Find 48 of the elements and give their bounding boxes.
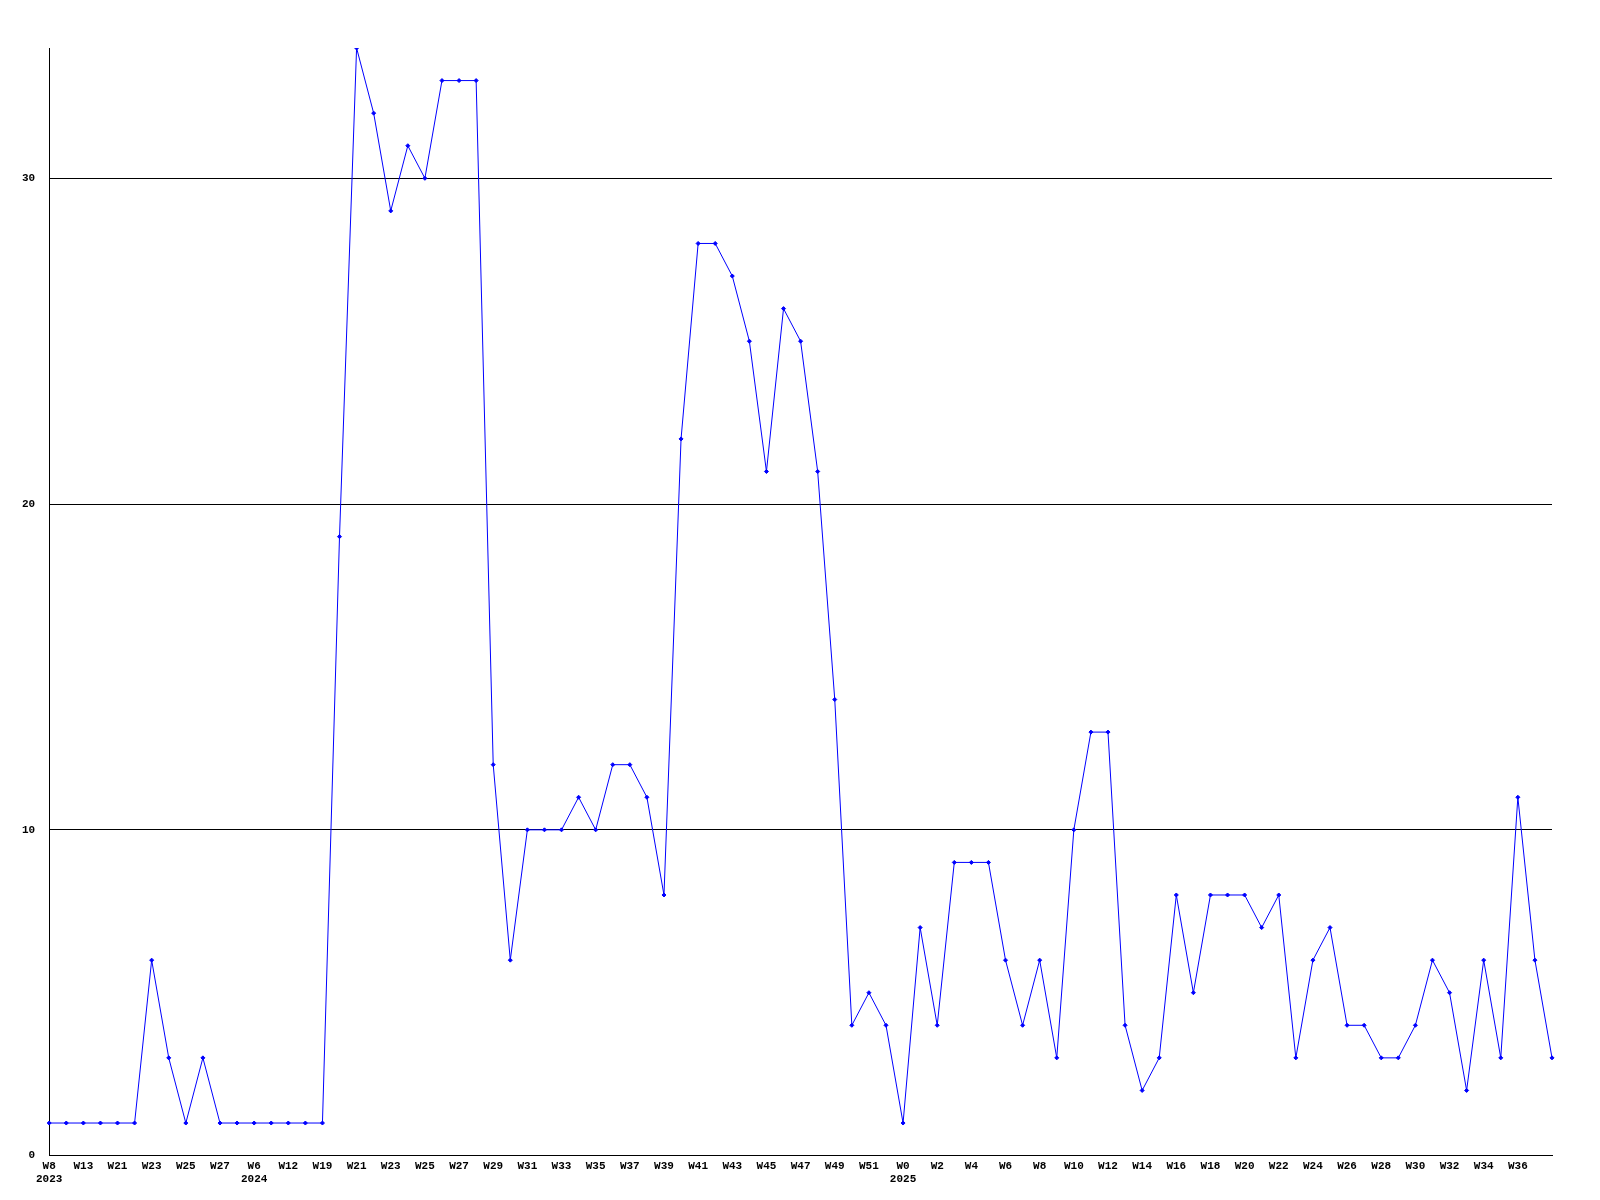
- x-tick-label: W23: [141, 1159, 162, 1172]
- x-tick-label: W37: [619, 1159, 640, 1172]
- x-tick-label: W23: [380, 1159, 402, 1172]
- x-tick-label: W26: [1337, 1159, 1357, 1172]
- x-tick-label: W31: [517, 1159, 538, 1172]
- x-tick-label: W21: [107, 1159, 128, 1172]
- x-tick-label: W47: [790, 1159, 811, 1172]
- x-tick-label: W36: [1507, 1159, 1528, 1172]
- x-tick-label: W4: [964, 1159, 979, 1172]
- x-tick-label: W39: [654, 1159, 674, 1172]
- x-tick-label: W43: [722, 1159, 743, 1172]
- x-tick-label: W8: [1033, 1159, 1047, 1172]
- x-tick-label: W35: [585, 1159, 606, 1172]
- x-tick-label: W16: [1166, 1159, 1187, 1172]
- x-tick-label: W34: [1473, 1159, 1494, 1172]
- x-tick-label: W2: [930, 1159, 944, 1172]
- y-tick-label: 0: [28, 1149, 36, 1162]
- y-tick-label: 30: [22, 172, 36, 185]
- x-tick-label: W12: [1098, 1159, 1118, 1172]
- x-tick-label: W21: [346, 1159, 367, 1172]
- x-tick-label: W19: [312, 1159, 333, 1172]
- x-tick-label: W41: [688, 1159, 709, 1172]
- x-tick-label: W25: [175, 1159, 197, 1172]
- x-tick-label: W10: [1063, 1159, 1084, 1172]
- x-tick-label: W28: [1371, 1159, 1392, 1172]
- x-tick-label: W13: [73, 1159, 94, 1172]
- x-tick-label: W29: [483, 1159, 504, 1172]
- x-tick-label: W14: [1132, 1159, 1153, 1172]
- x-tick-label: W0 2025: [889, 1159, 917, 1186]
- x-tick-label: W22: [1268, 1159, 1289, 1172]
- x-tick-label: W32: [1439, 1159, 1460, 1172]
- x-tick-label: W33: [551, 1159, 572, 1172]
- x-tick-label: W51: [859, 1159, 880, 1172]
- x-tick-label: W20: [1234, 1159, 1255, 1172]
- x-tick-label: W6 2024: [240, 1159, 268, 1186]
- x-tick-label: W30: [1405, 1159, 1426, 1172]
- x-tick-label: W49: [824, 1159, 845, 1172]
- y-tick-label: 20: [22, 497, 36, 510]
- x-tick-label: W45: [756, 1159, 777, 1172]
- y-tick-label: 10: [22, 823, 36, 836]
- x-tick-label: W18: [1200, 1159, 1221, 1172]
- x-tick-label: W8 2023: [36, 1159, 63, 1186]
- x-tick-label: W27: [210, 1159, 230, 1172]
- x-tick-label: W12: [278, 1159, 299, 1172]
- x-tick-label: W27: [449, 1159, 469, 1172]
- x-tick-label: W24: [1303, 1159, 1324, 1172]
- x-tick-label: W25: [415, 1159, 436, 1172]
- x-tick-label: W6: [998, 1159, 1013, 1172]
